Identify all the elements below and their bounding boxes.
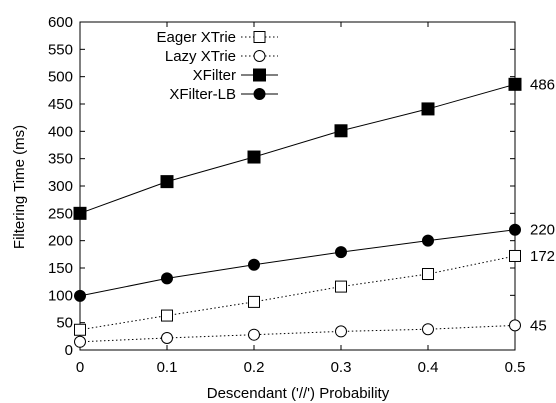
data-point-eager-xtrie: [509, 249, 521, 262]
series-line-lazy-xtrie: [79, 324, 516, 343]
data-point-eager-xtrie: [248, 295, 260, 308]
y-tick-label: 500: [48, 69, 73, 86]
data-point-lazy-xtrie: [248, 328, 260, 341]
y-tick-label: 200: [48, 233, 73, 250]
data-point-xfilter-lb: [335, 246, 347, 259]
legend-item-lazy-xtrie: Lazy XTrie: [165, 48, 278, 65]
data-point-eager-xtrie: [422, 268, 434, 281]
x-tick-label: 0.4: [418, 359, 439, 376]
data-point-eager-xtrie: [161, 309, 173, 322]
data-point-xfilter-lb: [509, 223, 521, 236]
legend-item-eager-xtrie: Eager XTrie: [157, 29, 278, 46]
y-tick-label: 300: [48, 178, 73, 195]
series-xfilter: 486: [73, 76, 555, 220]
axes: 0 50 100 150 200 250 300 350 400 450 500 550 600 0 0.1…: [48, 14, 525, 376]
legend-label-lazy-xtrie: Lazy XTrie: [165, 48, 236, 65]
y-tick-label: 400: [48, 123, 73, 140]
series-eager-xtrie: 172: [74, 248, 555, 336]
legend-item-xfilter: XFilter: [193, 67, 278, 84]
y-tick-label: 150: [48, 260, 73, 277]
y-tick-label: 0: [65, 342, 73, 359]
data-point-xfilter-lb: [422, 234, 434, 247]
data-point-lazy-xtrie: [161, 331, 173, 344]
data-point-xfilter-lb: [248, 258, 260, 271]
series-line-xfilter: [79, 83, 516, 214]
end-value-label-lazy-xtrie: 45: [530, 317, 547, 334]
legend-label-xfilter-lb: XFilter-LB: [169, 86, 236, 103]
data-point-eager-xtrie: [335, 280, 347, 293]
y-tick-label: 50: [56, 315, 73, 332]
data-point-lazy-xtrie: [509, 319, 521, 332]
series-xfilter-lb: 220: [74, 222, 555, 302]
x-tick-label: 0.3: [331, 359, 352, 376]
data-point-xfilter: [73, 206, 87, 220]
data-point-lazy-xtrie: [74, 335, 86, 348]
series-line-eager-xtrie: [79, 255, 516, 331]
x-tick-label: 0.2: [244, 359, 265, 376]
y-tick-label: 100: [48, 287, 73, 304]
data-point-xfilter: [334, 124, 348, 138]
y-axis-label: Filtering Time (ms): [11, 125, 28, 249]
legend: Eager XTrie Lazy XTrie XFilter XFilter-LB: [157, 29, 278, 103]
data-point-xfilter-lb: [74, 289, 86, 302]
data-point-xfilter: [160, 175, 174, 189]
legend-marker-eager-xtrie: [253, 31, 266, 43]
x-tick-label: 0.5: [505, 359, 526, 376]
series-lazy-xtrie: 45: [74, 317, 547, 348]
legend-item-xfilter-lb: XFilter-LB: [169, 86, 278, 103]
legend-label-xfilter: XFilter: [193, 67, 236, 84]
y-tick-label: 550: [48, 41, 73, 58]
legend-label-eager-xtrie: Eager XTrie: [157, 29, 236, 46]
series-group: 172 45 486 220: [73, 76, 555, 348]
x-tick-label: 0.1: [157, 359, 178, 376]
data-point-xfilter: [508, 77, 522, 91]
x-axis-label: Descendant ('//') Probability: [207, 385, 390, 402]
data-point-xfilter: [247, 150, 261, 164]
data-point-lazy-xtrie: [422, 323, 434, 336]
end-value-label-xfilter-lb: 220: [530, 222, 555, 239]
x-tick-label: 0: [76, 359, 84, 376]
y-tick-label: 450: [48, 96, 73, 113]
y-tick-label: 600: [48, 14, 73, 31]
legend-marker-xfilter: [253, 68, 266, 82]
plot-frame: [79, 21, 516, 351]
y-tick-label: 250: [48, 205, 73, 222]
end-value-label-eager-xtrie: 172: [530, 248, 555, 265]
data-point-eager-xtrie: [74, 323, 86, 336]
data-point-xfilter-lb: [161, 272, 173, 285]
data-point-xfilter: [421, 102, 435, 116]
series-line-xfilter-lb: [79, 229, 516, 297]
legend-marker-xfilter-lb: [253, 88, 266, 100]
end-value-label-xfilter: 486: [530, 76, 555, 93]
legend-marker-lazy-xtrie: [253, 50, 266, 62]
y-tick-label: 350: [48, 151, 73, 168]
data-point-lazy-xtrie: [335, 325, 347, 338]
